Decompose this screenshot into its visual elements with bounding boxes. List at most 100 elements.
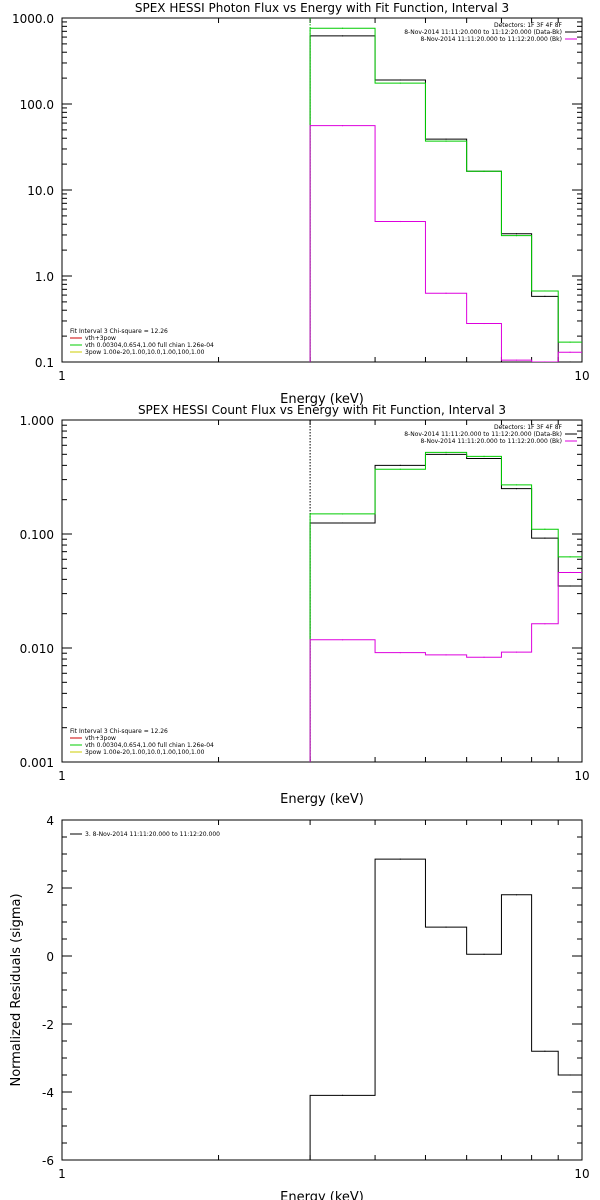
plot-frame [61,17,583,363]
data-point [341,522,344,524]
x-tick-label: 10 [574,769,589,783]
legend-entry: Fit Interval 3 Chi-square = 12.26 [70,728,168,735]
data-point [445,451,447,453]
data-point [341,513,344,515]
data-point [341,125,344,127]
data-point [569,585,571,587]
data-point [483,455,485,457]
data-point [445,926,447,928]
chart-title: SPEX HESSI Photon Flux vs Energy with Fi… [135,1,509,15]
x-tick-label: 1 [58,369,66,383]
data-point [569,1074,571,1076]
data-point [483,170,485,172]
chart-title: SPEX HESSI Count Flux vs Energy with Fit… [138,403,506,417]
panel-count: SPEX HESSI Count Flux vs Energy with Fit… [20,403,590,807]
x-axis-label: Energy (keV) [280,792,364,807]
y-axis-label: Normalized Residuals (sigma) [9,893,24,1086]
data-point [515,359,518,361]
x-tick-label: 1 [58,769,66,783]
y-tick-label: 1.000 [20,414,54,428]
legend-entry: vth+3pow [85,335,116,342]
y-tick-label: -2 [42,1018,54,1032]
legend-entry: 8-Nov-2014 11:11:20.000 to 11:12:20.000 … [404,29,562,36]
series-bk [309,125,582,362]
data-point [399,82,401,84]
data-point [399,858,401,860]
legend-entry: 8-Nov-2014 11:11:20.000 to 11:12:20.000 … [404,431,562,438]
data-point [544,623,546,625]
legend-entry: 3pow 1.00e-20,1.00,10.0,1.00,100,1.00 [85,349,205,356]
data-point [341,1094,344,1096]
legend-entry: Fit Interval 3 Chi-square = 12.26 [70,328,168,335]
panel-resid: 1 10 Energy (keV) -6 -4 -2 0 2 4 Normalized Resid… [9,814,590,1200]
legend-entry: 3pow 1.00e-20,1.00,10.0,1.00,100,1.00 [85,749,205,756]
data-point [445,292,447,294]
legend-entry: 3. 8-Nov-2014 11:11:20.000 to 11:12:20.0… [85,831,220,838]
legend-entry: Detectors: 1F 3F 4F 8F [494,424,563,431]
data-point [399,79,401,81]
y-tick-label: -4 [42,1086,54,1100]
data-point [544,361,546,362]
data-point [569,351,571,353]
y-tick-label: -6 [42,1154,54,1168]
data-point [569,361,571,362]
y-tick-label: 4 [46,814,54,828]
data-point [544,290,546,292]
y-tick-label: 1000.0 [12,12,54,26]
legend-entry: Detectors: 1F 3F 4F 8F [494,22,563,29]
data-point [483,322,485,325]
data-point [515,484,518,486]
y-tick-label: 100.0 [20,98,54,112]
data-point [544,1050,546,1052]
data-point [569,571,571,574]
data-point [445,140,447,142]
y-tick-label: 2 [46,882,54,896]
data-point [399,220,401,223]
series-fit [309,451,582,762]
y-tick-label: 0.010 [20,642,54,656]
legend-entry: vth 0.00304,0.654,1.00 full chian 1.26e-… [85,742,214,749]
x-tick-label: 1 [58,1167,66,1181]
data-point [544,537,546,539]
series-residuals [309,858,582,1160]
data-point [399,468,401,470]
panel-photon: SPEX HESSI Photon Flux vs Energy with Fi… [12,1,590,407]
y-tick-label: 1.0 [35,270,54,284]
data-point [515,894,518,896]
plot-frame [61,419,583,763]
data-point [544,528,546,530]
y-tick-label: 0.001 [20,756,54,770]
data-point [515,235,518,237]
y-tick-label: 0.1 [35,356,54,370]
y-tick-label: 0 [46,950,54,964]
x-tick-label: 10 [574,1167,589,1181]
y-tick-label: 0.100 [20,528,54,542]
data-point [445,453,447,455]
legend-entry: 8-Nov-2014 11:11:20.000 to 11:12:20.000 … [420,36,562,43]
series-data_bk [309,35,582,362]
y-tick-label: 10.0 [27,184,54,198]
data-point [515,488,518,490]
x-tick-label: 10 [574,369,589,383]
legend-entry: vth 0.00304,0.654,1.00 full chian 1.26e-… [85,342,214,349]
data-point [569,556,571,558]
data-point [483,656,485,658]
x-axis-label: Energy (keV) [280,1190,364,1200]
data-point [569,341,571,343]
data-point [399,652,401,654]
legend-entry: vth+3pow [85,735,116,742]
data-point [483,953,485,955]
series-fit [309,27,582,362]
data-point [341,27,344,29]
data-point [399,464,401,466]
data-point [341,35,344,37]
x-axis-label: Energy (keV) [280,392,364,407]
series-bk [309,571,582,762]
plot-frame [61,819,583,1161]
data-point [544,295,546,297]
data-point [515,233,518,235]
data-point [445,654,447,656]
legend-entry: 8-Nov-2014 11:11:20.000 to 11:12:20.000 … [420,438,562,445]
data-point [515,651,518,653]
data-point [445,138,447,140]
